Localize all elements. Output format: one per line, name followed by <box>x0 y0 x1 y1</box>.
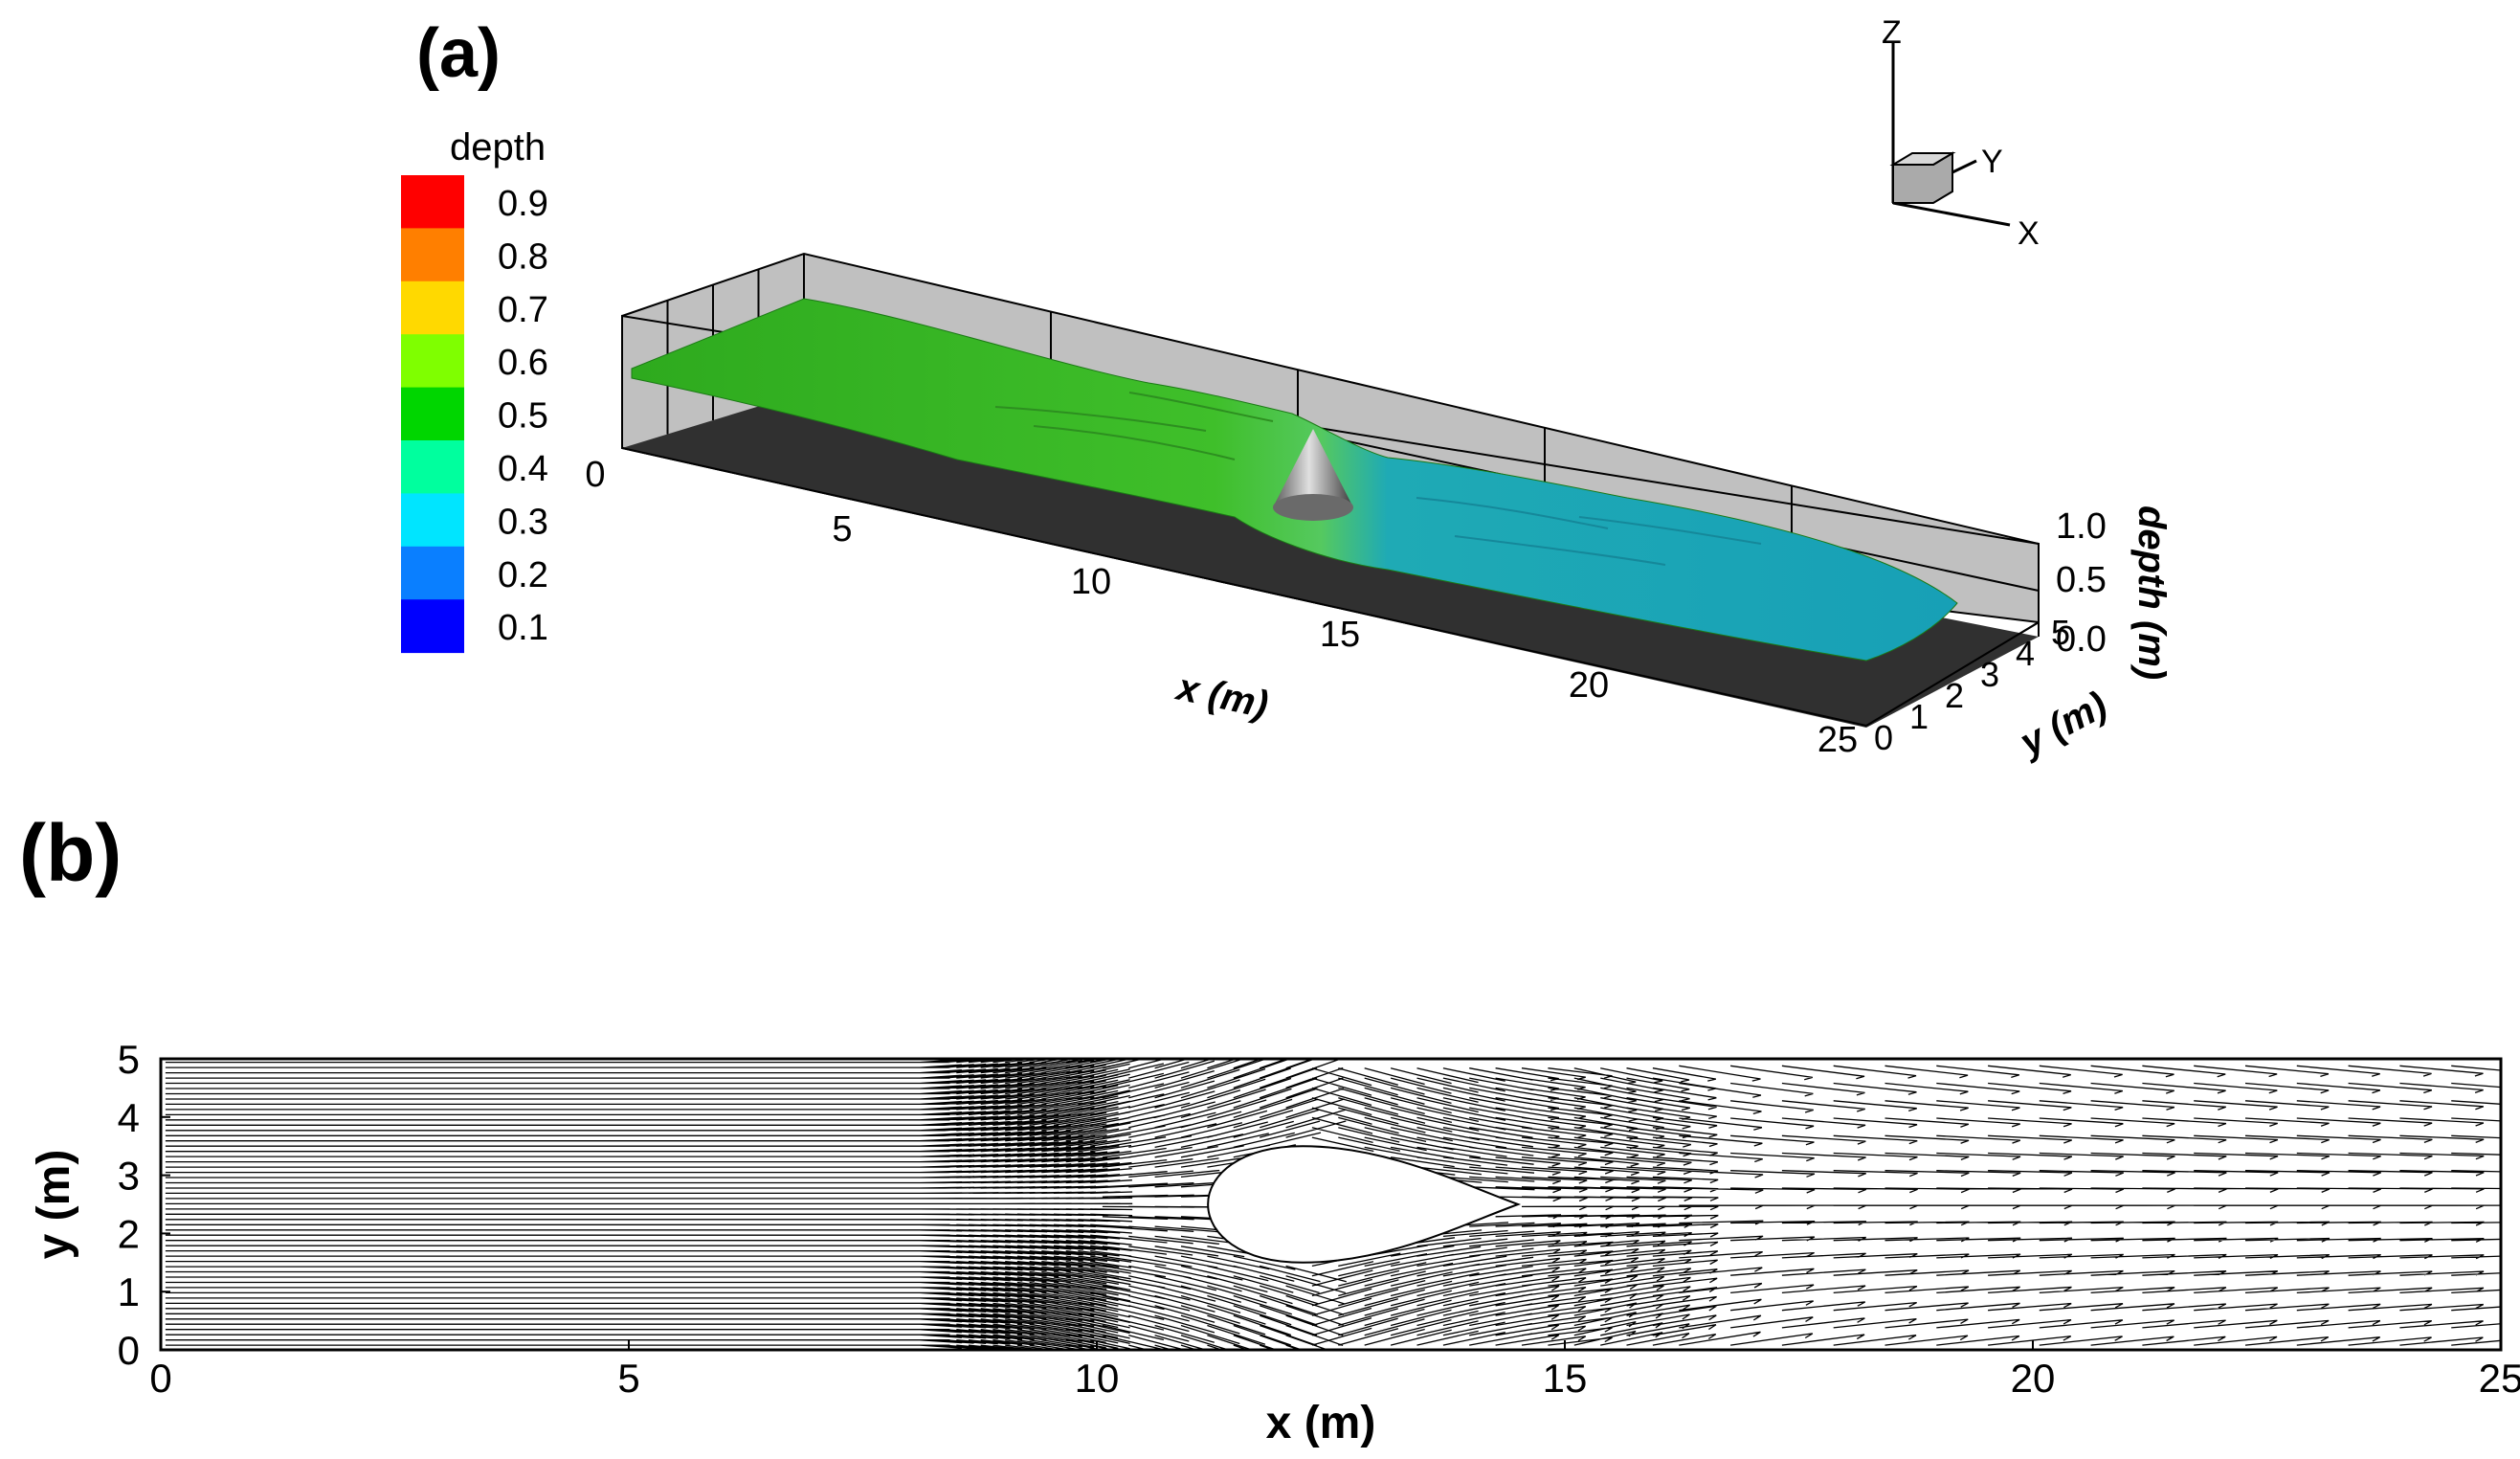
z-axis-ticks-a: 1.0 0.5 0.0 <box>2056 506 2107 660</box>
channel-front-edges <box>621 447 2040 727</box>
legend-swatch <box>401 281 464 335</box>
x-axis-title-b: x (m) <box>1266 1398 1376 1448</box>
obstacle-cutout <box>1207 1145 1522 1264</box>
legend-swatch <box>401 334 464 389</box>
y-axis-title-a: y (m) <box>2012 684 2114 765</box>
y-tick-label-b: 5 <box>118 1037 140 1082</box>
legend-swatch <box>401 440 464 494</box>
legend-label: 0.9 <box>498 184 548 224</box>
cone-obstacle <box>1273 429 1353 521</box>
y-tick-label-a: 4 <box>2016 634 2035 673</box>
x-tick-label-a: 20 <box>1569 665 1609 706</box>
x-axis-title-a: x (m) <box>1171 665 1272 726</box>
x-tick-label-a: 15 <box>1320 615 1360 655</box>
vector-arrows <box>165 1059 2501 1350</box>
y-tick-label-a: 0 <box>1874 718 1893 757</box>
legend-swatch <box>401 599 464 654</box>
y-tick-label-a: 2 <box>1945 676 1964 715</box>
legend-label: 0.2 <box>498 555 548 595</box>
x-axis-ticks-a: 0 5 10 15 20 25 <box>585 455 1858 760</box>
y-tick-label-b: 3 <box>118 1154 140 1199</box>
legend-swatches <box>401 175 464 654</box>
legend-title: depth <box>450 126 546 168</box>
x-tick-label-a: 0 <box>585 455 605 495</box>
x-tick-label-b: 25 <box>2479 1356 2520 1401</box>
legend-label: 0.1 <box>498 608 548 648</box>
velocity-vectors <box>165 1059 2501 1350</box>
y-axis-ticks-b: 0 1 2 3 4 5 <box>118 1037 170 1373</box>
y-tick-label-a: 1 <box>1909 697 1929 736</box>
y-axis-title-b: y (m) <box>29 1150 79 1260</box>
y-tick-label-b: 2 <box>118 1211 140 1256</box>
x-tick-label-b: 10 <box>1075 1356 1120 1401</box>
channel-floor <box>622 393 2039 728</box>
x-tick-label-a: 25 <box>1818 720 1858 760</box>
y-tick-label-a: 5 <box>2051 613 2070 652</box>
x-tick-label-a: 5 <box>832 509 852 550</box>
triad-z-label: Z <box>1882 14 1902 51</box>
legend-swatch <box>401 175 464 229</box>
x-tick-label-b: 20 <box>2011 1356 2056 1401</box>
x-tick-label-b: 15 <box>1543 1356 1588 1401</box>
x-tick-label-b: 5 <box>617 1356 639 1401</box>
legend-label: 0.4 <box>498 449 548 489</box>
legend-label: 0.6 <box>498 343 548 383</box>
depth-legend: depth 0.9 0.8 0.7 0.6 0.5 0.4 0.3 0.2 0.1 <box>401 126 548 654</box>
legend-label: 0.3 <box>498 502 548 542</box>
x-axis-ticks-b: 0 5 10 15 20 25 <box>149 1340 2520 1401</box>
panel-a-label: (a) <box>416 15 501 92</box>
water-texture <box>994 392 1762 566</box>
y-tick-label-b: 0 <box>118 1328 140 1373</box>
z-axis-title-a: depth (m) <box>2130 505 2173 680</box>
legend-swatch <box>401 228 464 282</box>
y-tick-label-a: 3 <box>1980 655 1999 694</box>
legend-label: 0.8 <box>498 236 548 277</box>
z-tick-label-a: 1.0 <box>2056 506 2107 547</box>
legend-swatch <box>401 493 464 548</box>
triad-y-label: Y <box>1981 144 2003 180</box>
orientation-triad: Z Y X <box>1882 14 2040 252</box>
legend-label: 0.7 <box>498 290 548 330</box>
z-tick-label-a: 0.0 <box>2056 619 2107 660</box>
x-tick-label-a: 10 <box>1071 562 1111 602</box>
legend-label: 0.5 <box>498 396 548 437</box>
legend-swatch <box>401 387 464 441</box>
legend-labels: 0.9 0.8 0.7 0.6 0.5 0.4 0.3 0.2 0.1 <box>498 184 548 648</box>
x-tick-label-b: 0 <box>149 1356 171 1401</box>
z-tick-label-a: 0.5 <box>2056 560 2107 600</box>
triad-x-label: X <box>2018 215 2040 252</box>
panel-a-3d-plot: (a) depth 0.9 0.8 0.7 0.6 0.5 0.4 0.3 0.2 0.1 <box>401 14 2173 765</box>
y-tick-label-b: 1 <box>118 1269 140 1314</box>
legend-swatch <box>401 546 464 600</box>
y-tick-label-b: 4 <box>118 1095 140 1140</box>
panel-b-label: (b) <box>19 808 122 898</box>
